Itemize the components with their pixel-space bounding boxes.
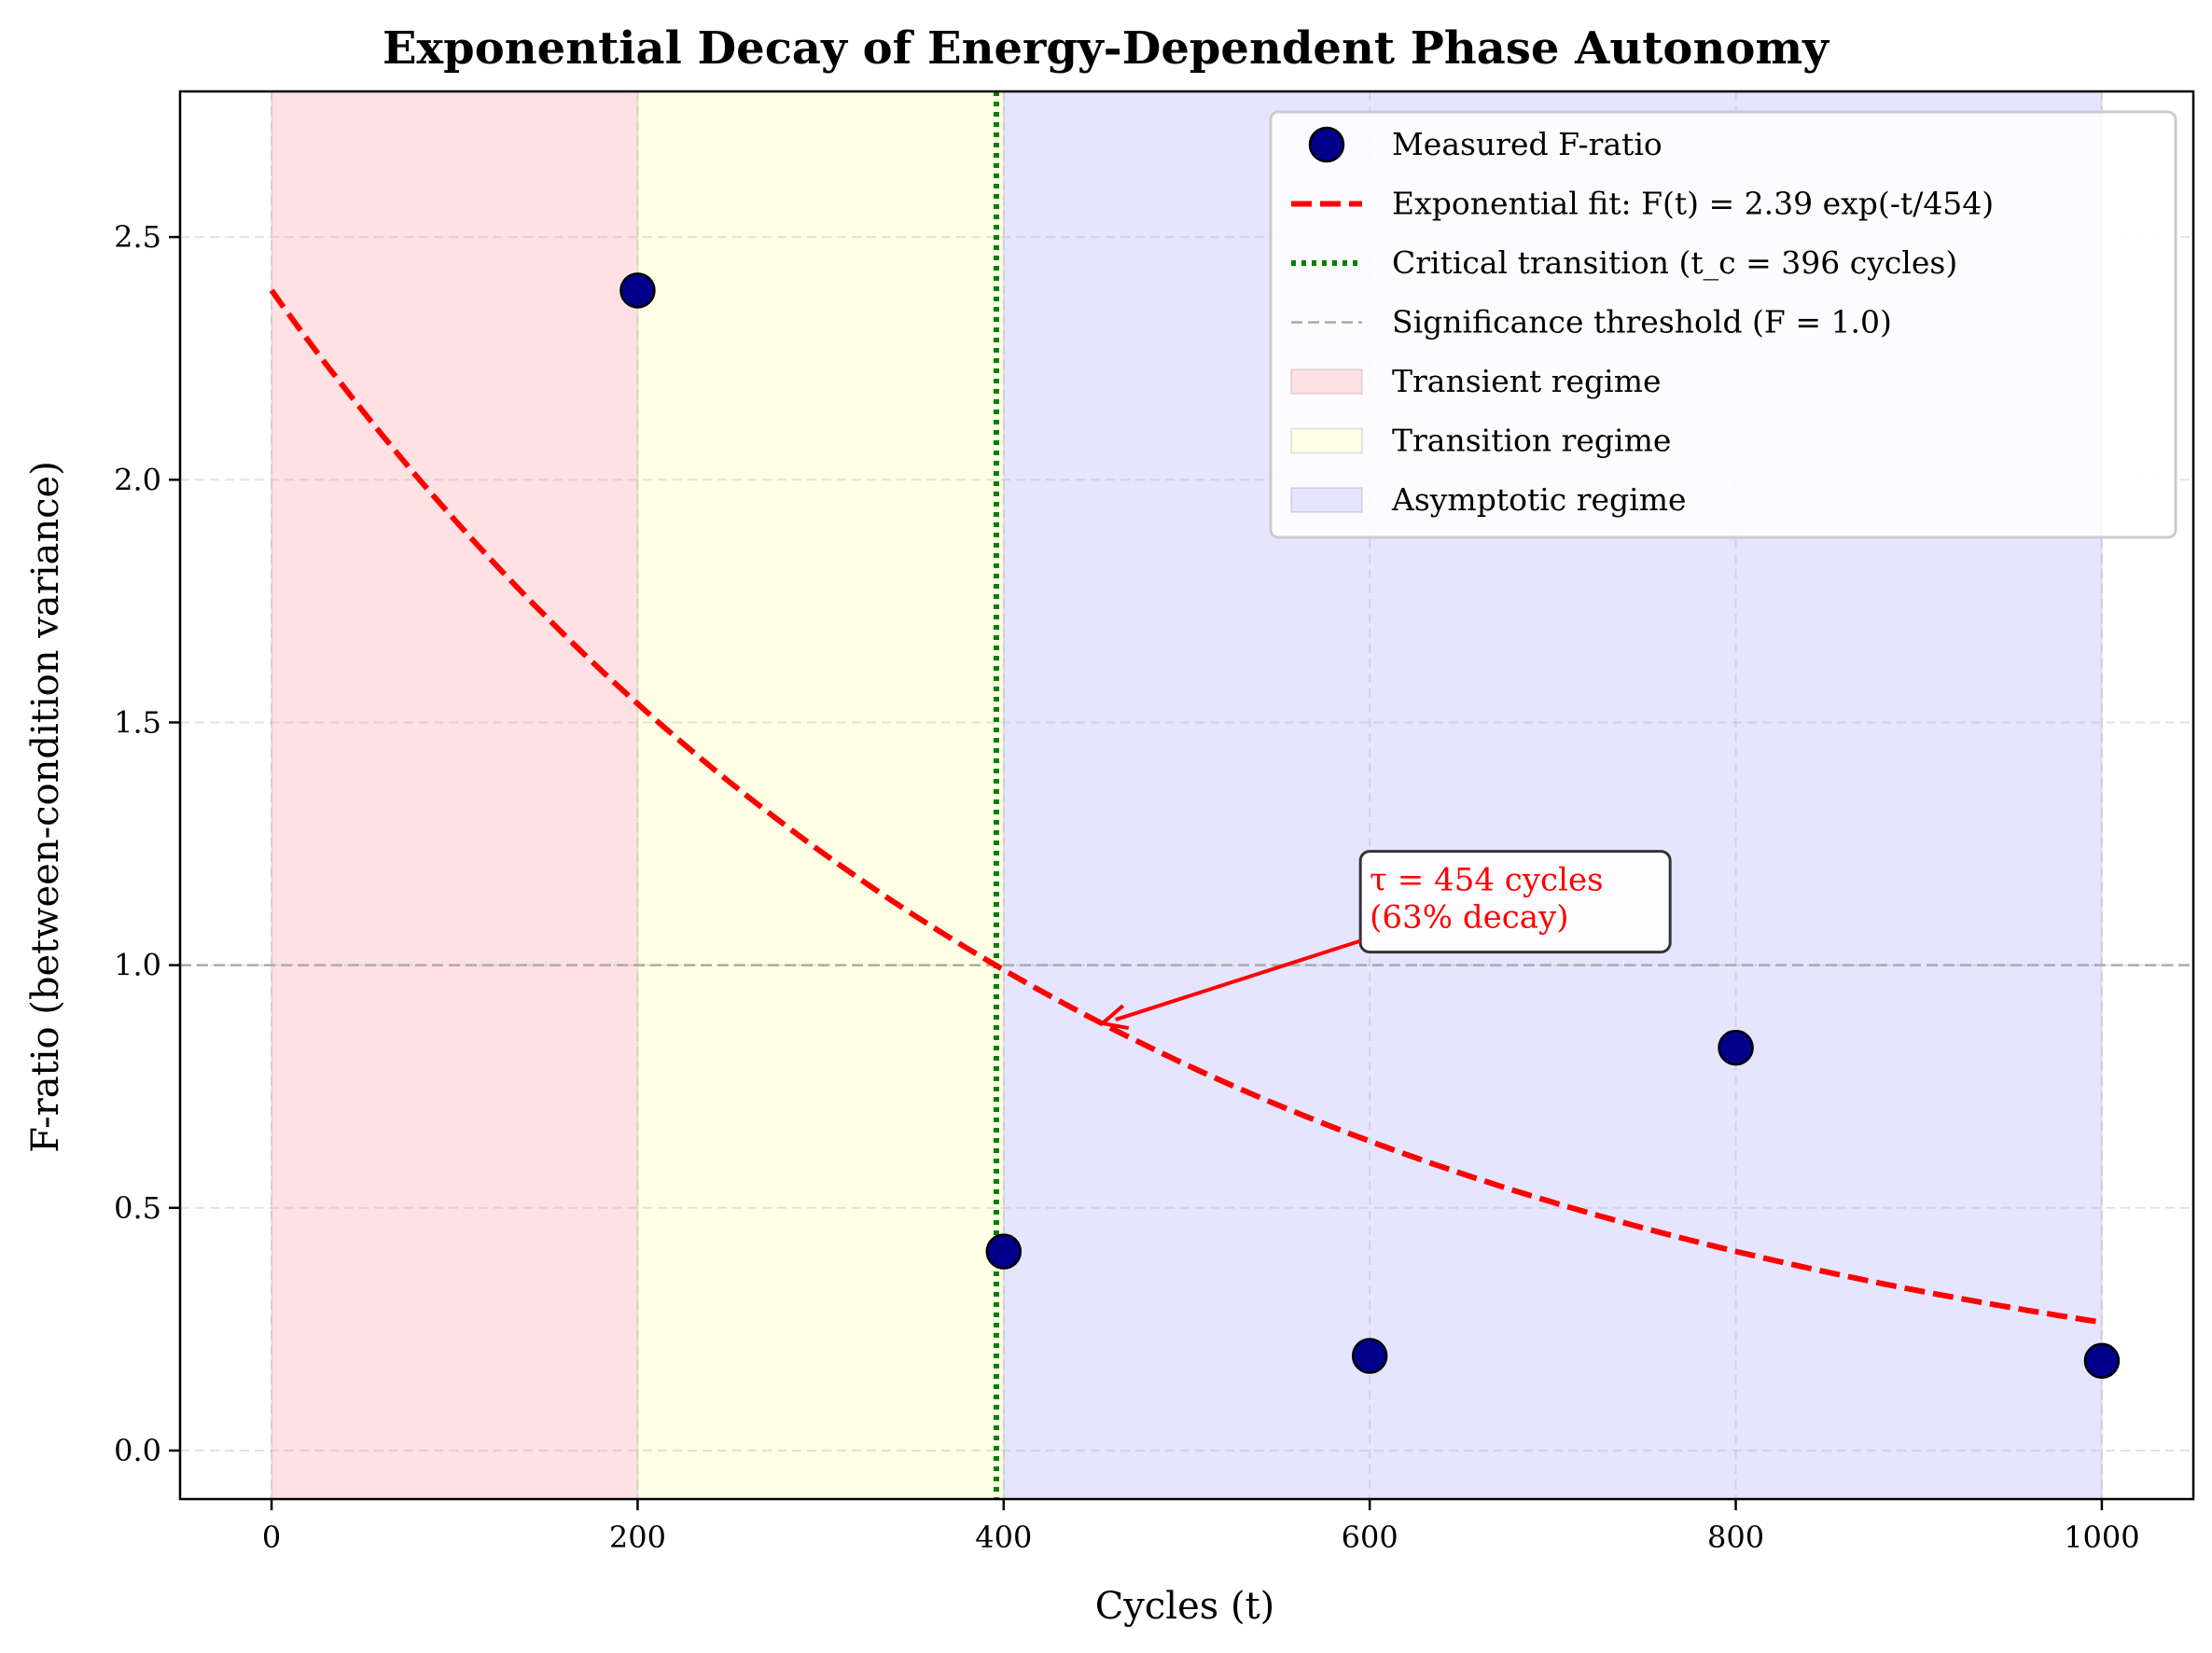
x-axis-ticks: 0 200 400 600 800 1000 — [262, 1499, 2140, 1555]
region-transition-regime — [637, 91, 1004, 1499]
x-tick-label: 600 — [1342, 1520, 1398, 1555]
y-tick-label: 0.5 — [114, 1190, 161, 1226]
y-axis-ticks: 0.0 0.5 1.0 1.5 2.0 2.5 — [114, 219, 180, 1468]
fit-curve-layer — [269, 288, 2103, 1326]
legend-label: Significance threshold (F = 1.0) — [1392, 304, 1892, 340]
legend: Measured F-ratio Exponential fit: F(t) = … — [1269, 110, 2177, 539]
y-tick-label: 1.5 — [114, 704, 161, 740]
annotation-arrow-head — [1101, 1004, 1130, 1031]
legend-label: Transient regime — [1392, 363, 1662, 399]
y-tick-label: 2.0 — [114, 462, 161, 497]
legend-marker-region — [1290, 487, 1363, 513]
legend-marker-region — [1290, 427, 1363, 454]
data-point — [1718, 1029, 1754, 1066]
chart-title: Exponential Decay of Energy-Dependent Ph… — [383, 22, 1830, 75]
legend-label: Measured F-ratio — [1392, 126, 1662, 162]
data-point — [985, 1233, 1023, 1270]
x-tick-label: 0 — [262, 1520, 281, 1555]
data-points — [619, 272, 2121, 1379]
legend-box — [1269, 110, 2177, 539]
annotation-text-line: (63% decay) — [1370, 899, 1568, 937]
legend-marker-region — [1290, 368, 1363, 395]
x-tick-label: 200 — [609, 1520, 666, 1555]
data-point — [619, 272, 656, 309]
plot-frame — [178, 90, 2195, 1501]
axes-frame — [178, 90, 2195, 1501]
legend-label: Exponential fit: F(t) = 2.39 exp(-t/454) — [1392, 186, 1994, 222]
y-axis-label: F-ratio (between-condition variance) — [24, 461, 67, 1153]
annotation-layer: τ = 454 cycles(63% decay) — [1101, 850, 1672, 1031]
annotation-arrow-shaft — [1115, 938, 1361, 1021]
legend-label: Asymptotic regime — [1391, 481, 1687, 518]
legend-label: Transition regime — [1392, 423, 1671, 459]
data-point — [1351, 1338, 1388, 1374]
x-axis-label: Cycles (t) — [1095, 1585, 1275, 1628]
region-transient-regime — [271, 91, 638, 1499]
legend-label: Critical transition (t_c = 396 cycles) — [1392, 244, 1957, 282]
x-tick-label: 400 — [975, 1520, 1032, 1555]
grid-lines — [180, 91, 2193, 1499]
y-tick-label: 1.0 — [114, 948, 161, 983]
x-tick-label: 800 — [1707, 1520, 1764, 1555]
y-tick-label: 2.5 — [114, 219, 161, 255]
exponential-fit-curve — [269, 288, 2103, 1326]
legend-marker-scatter — [1308, 126, 1345, 163]
data-point — [2083, 1342, 2121, 1379]
x-tick-label: 1000 — [2064, 1520, 2139, 1555]
annotation-box — [1358, 850, 1672, 954]
y-tick-label: 0.0 — [114, 1433, 161, 1468]
annotation-text-line: τ = 454 cycles — [1370, 862, 1603, 899]
